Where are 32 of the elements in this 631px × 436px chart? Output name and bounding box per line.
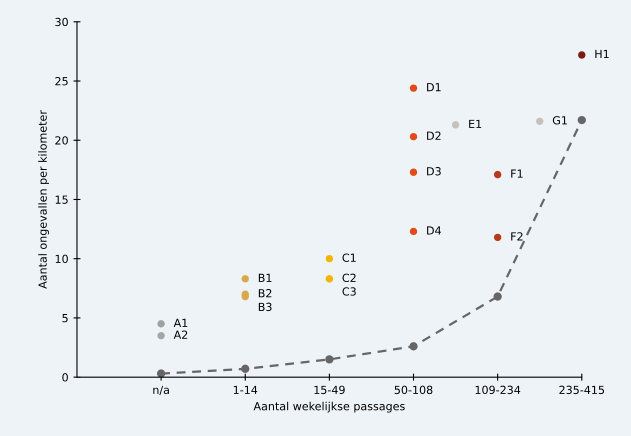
series-label: B3 [258, 302, 272, 312]
series-label: F2 [511, 232, 522, 240]
series-label: D4 [427, 226, 442, 235]
series-label: C1 [342, 254, 356, 262]
y-tick-label: 15 [56, 196, 68, 204]
y-tick-label: 0 [62, 373, 68, 382]
series-label: B1 [258, 274, 272, 282]
x-axis-title: Aantal wekelijkse passages [254, 402, 405, 413]
series-label: D3 [427, 167, 441, 176]
series-label: G1 [552, 116, 567, 125]
series-label: C3 [342, 287, 356, 296]
series-label: H1 [595, 50, 609, 58]
y-tick-label: 30 [55, 18, 68, 26]
series-label: D1 [427, 83, 441, 92]
series-label: F1 [511, 170, 523, 178]
y-axis-title: Aantal ongevallen per kilometer [38, 110, 49, 289]
y-tick-label: 5 [62, 314, 68, 322]
x-tick-label: 50-108 [394, 386, 432, 394]
x-tick-label: 15-49 [314, 386, 345, 394]
x-tick-label: 235-415 [559, 386, 604, 394]
series-label: C2 [342, 274, 356, 282]
y-tick-label: 20 [55, 136, 68, 145]
y-tick-label: 25 [55, 77, 68, 86]
series-label: E1 [469, 120, 482, 128]
y-tick-label: 10 [56, 254, 68, 264]
x-tick-label: 1-14 [234, 386, 258, 394]
series-label: D2 [427, 132, 441, 140]
x-tick-label: 109-234 [476, 386, 520, 394]
series-label: A2 [174, 330, 188, 339]
series-label: A1 [174, 318, 188, 327]
series-label: B2 [258, 289, 272, 298]
x-tick-label: n/a [153, 386, 169, 395]
